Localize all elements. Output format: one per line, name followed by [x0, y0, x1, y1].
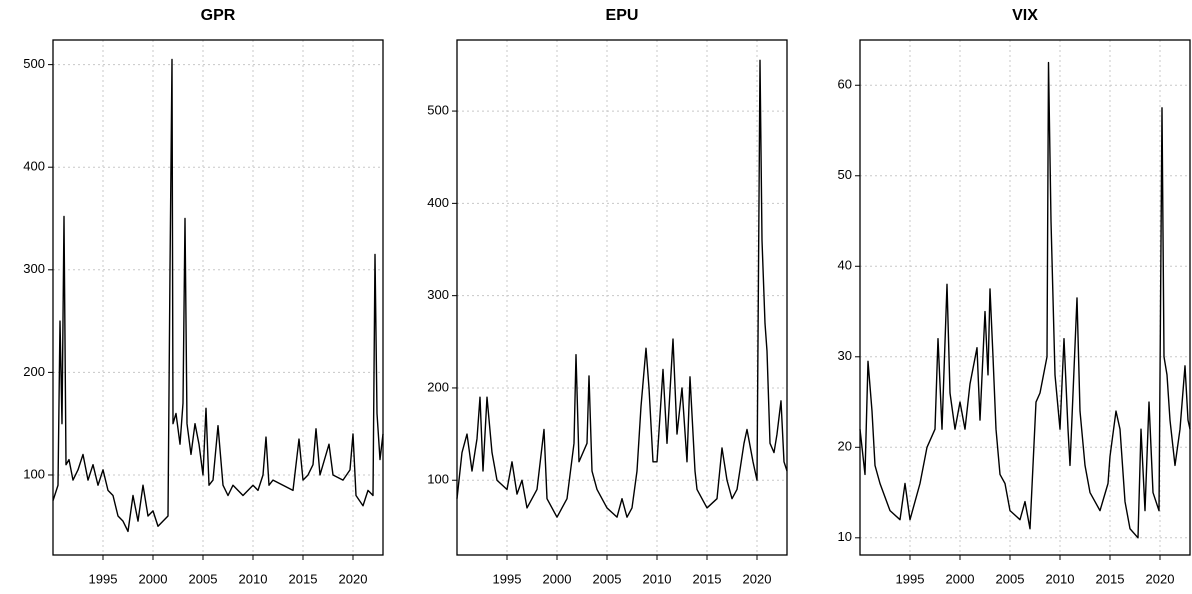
y-tick-label: 20 — [838, 439, 852, 454]
y-tick-label: 400 — [23, 159, 45, 174]
y-tick-label: 300 — [23, 261, 45, 276]
x-tick-label: 2010 — [1046, 571, 1075, 586]
x-tick-label: 2010 — [239, 571, 268, 586]
x-tick-label: 1995 — [896, 571, 925, 586]
plot-frame — [456, 39, 788, 556]
x-tick-label: 2000 — [946, 571, 975, 586]
x-tick-label: 2005 — [189, 571, 218, 586]
plot-frame — [859, 39, 1191, 556]
x-tick-label: 1995 — [89, 571, 118, 586]
x-tick-label: 1995 — [493, 571, 522, 586]
chart-title: EPU — [606, 7, 639, 24]
y-tick-label: 40 — [838, 258, 852, 273]
x-tick-label: 2010 — [643, 571, 672, 586]
y-tick-label: 200 — [427, 379, 449, 394]
y-tick-label: 10 — [838, 529, 852, 544]
y-tick-label: 50 — [838, 167, 852, 182]
data-line — [859, 61, 1191, 539]
chart-title: VIX — [1012, 7, 1038, 24]
x-tick-label: 2005 — [996, 571, 1025, 586]
x-tick-label: 2020 — [1146, 571, 1175, 586]
y-tick-label: 30 — [838, 348, 852, 363]
y-tick-label: 500 — [427, 103, 449, 118]
data-line — [52, 58, 384, 533]
x-tick-label: 2015 — [693, 571, 722, 586]
x-tick-label: 2015 — [1096, 571, 1125, 586]
x-tick-label: 2000 — [543, 571, 572, 586]
plot-frame — [52, 39, 384, 556]
chart-title: GPR — [201, 7, 236, 24]
x-tick-label: 2020 — [743, 571, 772, 586]
y-tick-label: 100 — [427, 472, 449, 487]
y-tick-label: 100 — [23, 466, 45, 481]
data-line — [456, 59, 788, 518]
y-tick-label: 400 — [427, 195, 449, 210]
x-tick-label: 2015 — [289, 571, 318, 586]
x-tick-label: 2005 — [593, 571, 622, 586]
x-tick-label: 2000 — [139, 571, 168, 586]
x-tick-label: 2020 — [339, 571, 368, 586]
y-tick-label: 60 — [838, 77, 852, 92]
y-tick-label: 200 — [23, 364, 45, 379]
y-tick-label: 500 — [23, 56, 45, 71]
y-tick-label: 300 — [427, 287, 449, 302]
